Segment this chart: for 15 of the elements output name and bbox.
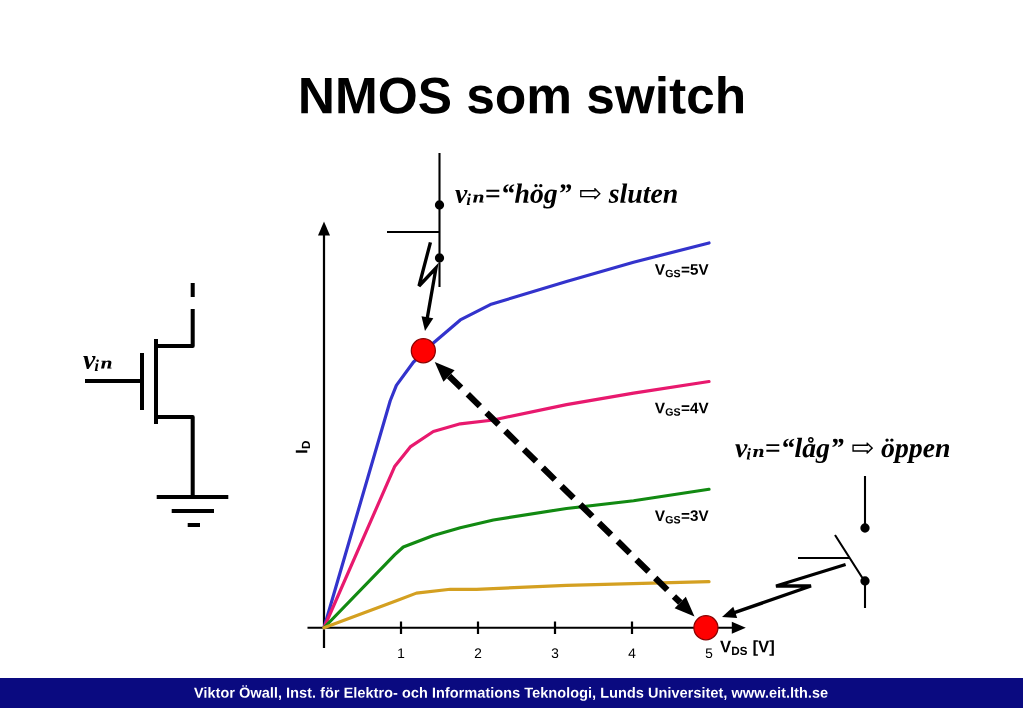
annotation: vᵢₙ=“låg” ⇨ öppen	[735, 436, 950, 464]
x-tick-label: 2	[474, 648, 482, 658]
x-tick-label: 1	[398, 648, 405, 658]
text: Viktor Öwall, Inst. för Elektro- och Informations Teknologi, Lunds Universitet, www.eit.lth.se	[194, 685, 828, 701]
x-tick-label: 4	[628, 648, 636, 658]
text: vᵢₙ=“hög” ⇨ sluten	[455, 183, 677, 209]
series-label: V$_{GS}$=4V	[654, 402, 709, 416]
series-label: V$_{GS}$=3V	[654, 510, 709, 524]
series-label: V$_{GS}$=5V	[654, 264, 709, 278]
x-tick-label: 5	[705, 648, 713, 659]
y-axis-title: I$_{D}$	[295, 441, 310, 453]
text: vᵢₙ	[83, 355, 112, 372]
x-axis-title: V$_{DS}$ [V]	[720, 640, 774, 656]
chart-title: NMOS som switch	[301, 76, 743, 114]
x-tick-label: 3	[551, 648, 559, 659]
